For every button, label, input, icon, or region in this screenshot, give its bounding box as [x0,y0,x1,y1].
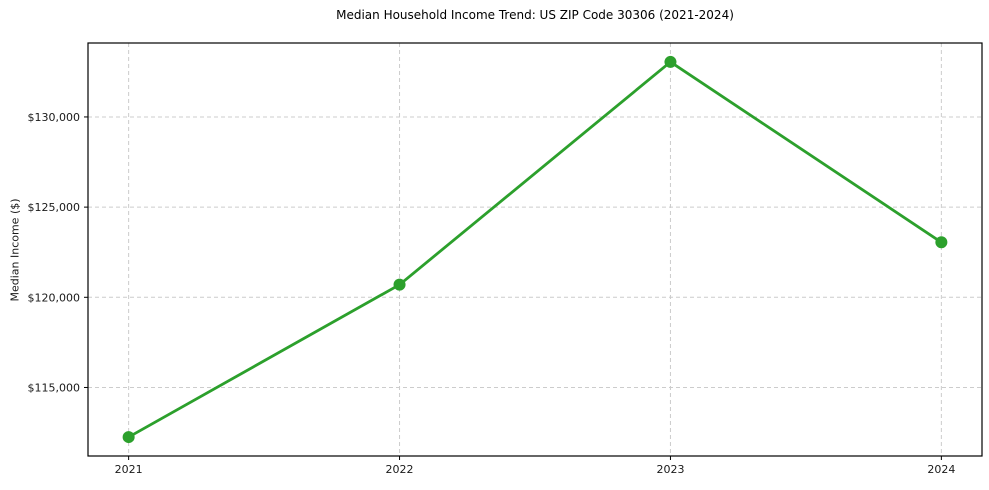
data-point-2023 [664,55,677,68]
y-tick-label: $125,000 [28,201,81,214]
x-tick-label: 2022 [386,463,414,476]
x-tick-label: 2021 [115,463,143,476]
series-line [127,60,943,439]
data-point-2022 [393,278,406,291]
data-point-2021 [122,431,135,444]
x-tick-label: 2023 [656,463,684,476]
x-tick-label: 2024 [927,463,955,476]
y-tick-label: $120,000 [28,291,81,304]
chart-title: Median Household Income Trend: US ZIP Co… [336,8,734,22]
plot-border [87,42,983,457]
y-tick-label: $115,000 [28,381,81,394]
data-point-2024 [935,236,948,249]
y-tick-label: $130,000 [28,111,81,124]
